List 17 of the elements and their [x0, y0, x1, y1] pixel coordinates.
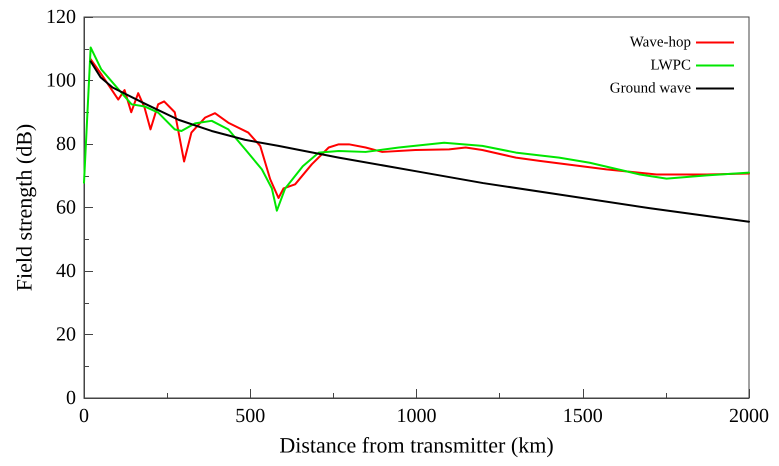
x-tick-label: 500: [235, 405, 266, 427]
x-tick-label: 2000: [729, 405, 769, 427]
y-tick-label: 60: [56, 196, 76, 218]
x-tick-label: 1000: [396, 405, 436, 427]
x-axis-title: Distance from transmitter (km): [279, 432, 554, 458]
legend-label: Ground wave: [610, 80, 692, 96]
y-tick-label: 0: [66, 387, 76, 409]
line-series: [90, 58, 750, 199]
y-tick-label: 40: [56, 260, 76, 282]
y-tick-label: 20: [56, 324, 76, 346]
legend-label: Wave-hop: [630, 34, 691, 50]
y-axis-title: Field strength (dB): [12, 124, 37, 292]
x-tick-label: 1500: [562, 405, 603, 427]
y-tick-label: 80: [56, 133, 76, 155]
y-tick-label: 100: [46, 70, 76, 92]
legend-label: LWPC: [650, 58, 691, 74]
y-tick-label: 120: [46, 6, 76, 28]
